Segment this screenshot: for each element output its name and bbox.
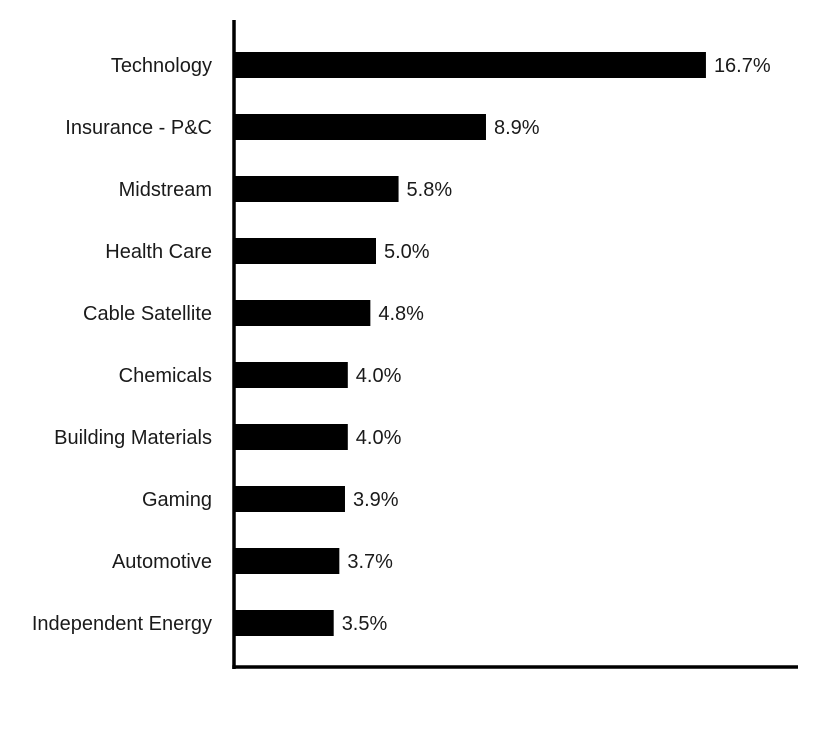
category-label: Cable Satellite (83, 303, 212, 325)
category-label: Health Care (105, 241, 212, 263)
category-label: Midstream (119, 179, 212, 201)
value-label: 4.0% (356, 365, 402, 387)
category-label: Automotive (112, 551, 212, 573)
bar-6 (235, 424, 348, 450)
bars-layer (235, 52, 706, 636)
category-label: Independent Energy (32, 613, 212, 635)
value-label: 3.7% (347, 551, 393, 573)
value-label: 16.7% (714, 55, 771, 77)
category-label: Building Materials (54, 427, 212, 449)
category-label: Insurance - P&C (65, 117, 212, 139)
bar-2 (235, 176, 399, 202)
value-label: 5.8% (407, 179, 453, 201)
labels-layer: Technology 16.7% Insurance - P&C 8.9% Midstr… (32, 55, 771, 635)
bar-3 (235, 238, 376, 264)
bar-8 (235, 548, 340, 574)
bar-7 (235, 486, 345, 512)
value-label: 4.8% (378, 303, 424, 325)
bar-5 (235, 362, 348, 388)
category-label: Chemicals (119, 365, 212, 387)
bar-9 (235, 610, 334, 636)
category-label: Gaming (142, 489, 212, 511)
value-label: 5.0% (384, 241, 430, 263)
value-label: 3.9% (353, 489, 399, 511)
bar-4 (235, 300, 371, 326)
bar-1 (235, 114, 486, 140)
category-label: Technology (111, 55, 212, 77)
value-label: 3.5% (342, 613, 388, 635)
value-label: 4.0% (356, 427, 402, 449)
value-label: 8.9% (494, 117, 540, 139)
bar-0 (235, 52, 706, 78)
